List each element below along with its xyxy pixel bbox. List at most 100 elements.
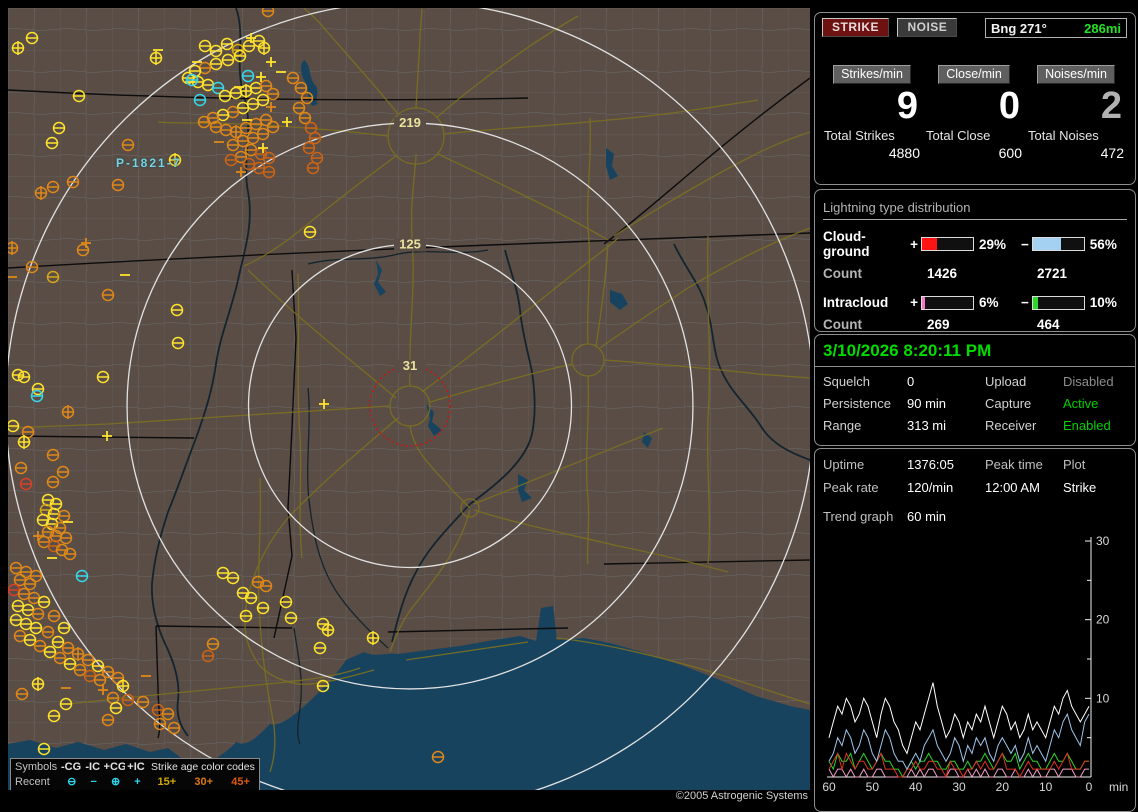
squelch-value: 0 <box>907 374 915 389</box>
total-close-label: Total Close <box>926 128 991 143</box>
upload-label: Upload <box>985 374 1027 389</box>
age-code: 15+ <box>157 776 177 788</box>
cg-plus-count: 1426 <box>927 266 958 281</box>
intracloud-label: Intracloud <box>823 295 889 310</box>
ic-count-label: Count <box>823 317 862 332</box>
total-noises-label: Total Noises <box>1028 128 1099 143</box>
distribution-title: Lightning type distribution <box>823 200 1127 220</box>
bearing-display: Bng 271° 286mi <box>985 18 1127 38</box>
cg-count-label: Count <box>823 266 862 281</box>
intracloud-count-row: Count 269 464 <box>823 317 1129 332</box>
ic-pos-icon: + <box>134 776 141 788</box>
uptime-value: 1376:05 <box>907 457 954 472</box>
plus-sign: + <box>910 295 919 310</box>
svg-text:60: 60 <box>822 780 836 794</box>
squelch-row: Squelch 0 Upload Disabled <box>823 374 1127 389</box>
minus-sign: − <box>1021 236 1029 252</box>
svg-text:40: 40 <box>909 780 923 794</box>
peak-time-label: Peak time <box>985 457 1043 472</box>
total-noises-value: 472 <box>1100 145 1124 161</box>
trend-graph-label: Trend graph <box>823 509 894 524</box>
upload-status: Disabled <box>1063 374 1114 389</box>
counter-panel: STRIKE NOISE Bng 271° 286mi Strikes/min … <box>814 12 1136 185</box>
legend-header-row: Symbols -CG -IC +CG +IC Strike age color… <box>11 760 259 775</box>
symbol-legend: Symbols -CG -IC +CG +IC Strike age color… <box>10 758 260 790</box>
bearing-range-value: 286mi <box>1084 20 1121 36</box>
strikes-per-min-value: 9 <box>896 85 918 127</box>
cg-minus-bar <box>1031 237 1085 251</box>
svg-text:31: 31 <box>403 358 417 373</box>
plus-sign: + <box>910 236 919 252</box>
map-canvas: 313 219 125 31 <box>8 8 810 790</box>
svg-text:min: min <box>1109 780 1128 794</box>
status-panel: 3/10/2026 8:20:11 PM Squelch 0 Upload Di… <box>814 334 1136 446</box>
ic-plus-count: 269 <box>927 317 950 332</box>
plot-label: Plot <box>1063 457 1086 472</box>
legend-age-title: Strike age color codes <box>150 761 255 773</box>
age-code: 45+ <box>231 776 250 788</box>
peak-rate-row: Peak rate 120/min 12:00 AM Strike <box>823 480 1127 495</box>
noises-per-min-column: Noises/min 2 Total Noises 472 <box>1025 65 1127 161</box>
legend-header-symbols: Symbols <box>15 761 58 773</box>
receiver-label: Receiver <box>985 418 1037 433</box>
total-strikes-value: 4880 <box>888 145 920 161</box>
noises-per-min-value: 2 <box>1100 85 1122 127</box>
uptime-label: Uptime <box>823 457 865 472</box>
strike-mode-button[interactable]: STRIKE <box>822 18 890 37</box>
ic-plus-percent: 6% <box>978 295 999 310</box>
svg-text:219: 219 <box>399 115 421 130</box>
close-per-min-value: 0 <box>998 85 1020 127</box>
range-value: 313 mi <box>907 418 947 433</box>
capture-status: Active <box>1063 396 1099 411</box>
close-per-min-column: Close/min 0 Total Close 600 <box>923 65 1025 161</box>
squelch-label: Squelch <box>823 374 870 389</box>
peak-rate-value: 120/min <box>907 480 954 495</box>
intracloud-row: Intracloud + 6% − 10% <box>823 295 1129 310</box>
strikes-per-min-label: Strikes/min <box>833 65 911 84</box>
capture-label: Capture <box>985 396 1032 411</box>
noises-per-min-label: Noises/min <box>1037 65 1115 84</box>
cg-plus-percent: 29% <box>978 236 1006 252</box>
trend-panel: Uptime 1376:05 Peak time Plot Peak rate … <box>814 448 1136 812</box>
ic-neg-icon: − <box>90 776 97 788</box>
plot-value: Strike <box>1063 480 1097 495</box>
legend-header-ic-neg: -IC <box>85 761 101 773</box>
ic-minus-count: 464 <box>1037 317 1060 332</box>
svg-text:313: 313 <box>399 8 421 9</box>
ic-minus-bar <box>1031 295 1085 310</box>
cg-plus-bar <box>920 237 974 251</box>
svg-text:125: 125 <box>399 237 421 252</box>
distribution-panel: Lightning type distribution Cloud-ground… <box>814 189 1136 332</box>
legend-age-label: Recent <box>15 776 50 788</box>
legend-row-recent: Recent ⊖ − ⊕ +15+ 30+ 45+ <box>11 775 259 790</box>
cg-neg-icon: ⊖ <box>67 776 77 788</box>
persistence-value: 90 min <box>907 396 947 411</box>
range-label: Range <box>823 418 862 433</box>
uptime-row: Uptime 1376:05 Peak time Plot <box>823 457 1127 472</box>
cg-minus-count: 2721 <box>1037 266 1068 281</box>
noise-mode-button[interactable]: NOISE <box>897 18 958 37</box>
persistence-label: Persistence <box>823 396 891 411</box>
trend-graph-value: 60 min <box>907 509 947 524</box>
svg-text:30: 30 <box>952 780 966 794</box>
peak-rate-label: Peak rate <box>823 480 879 495</box>
range-rings: 313 219 125 31 <box>8 8 810 790</box>
legend-header-ic-pos: +IC <box>127 761 145 773</box>
range-row: Range 313 mi Receiver Enabled <box>823 418 1127 433</box>
svg-text:20: 20 <box>1096 613 1110 627</box>
minus-sign: − <box>1021 295 1029 310</box>
svg-text:20: 20 <box>996 780 1010 794</box>
cloud-ground-count-row: Count 1426 2721 <box>823 266 1129 281</box>
lightning-map[interactable]: 313 219 125 31 P-1821-7 Symbols -CG -IC +CG… <box>8 8 810 790</box>
strike-symbols <box>8 8 445 764</box>
age-code: 30+ <box>194 776 214 788</box>
cloud-ground-row: Cloud-ground + 29% − 56% <box>823 229 1129 259</box>
total-strikes-label: Total Strikes <box>824 128 895 143</box>
receiver-status: Enabled <box>1063 418 1111 433</box>
legend-header-cg-pos: +CG <box>103 761 126 773</box>
svg-text:30: 30 <box>1096 534 1110 548</box>
svg-text:10: 10 <box>1096 691 1110 705</box>
peak-time-value: 12:00 AM <box>985 480 1040 495</box>
close-per-min-label: Close/min <box>938 65 1010 84</box>
